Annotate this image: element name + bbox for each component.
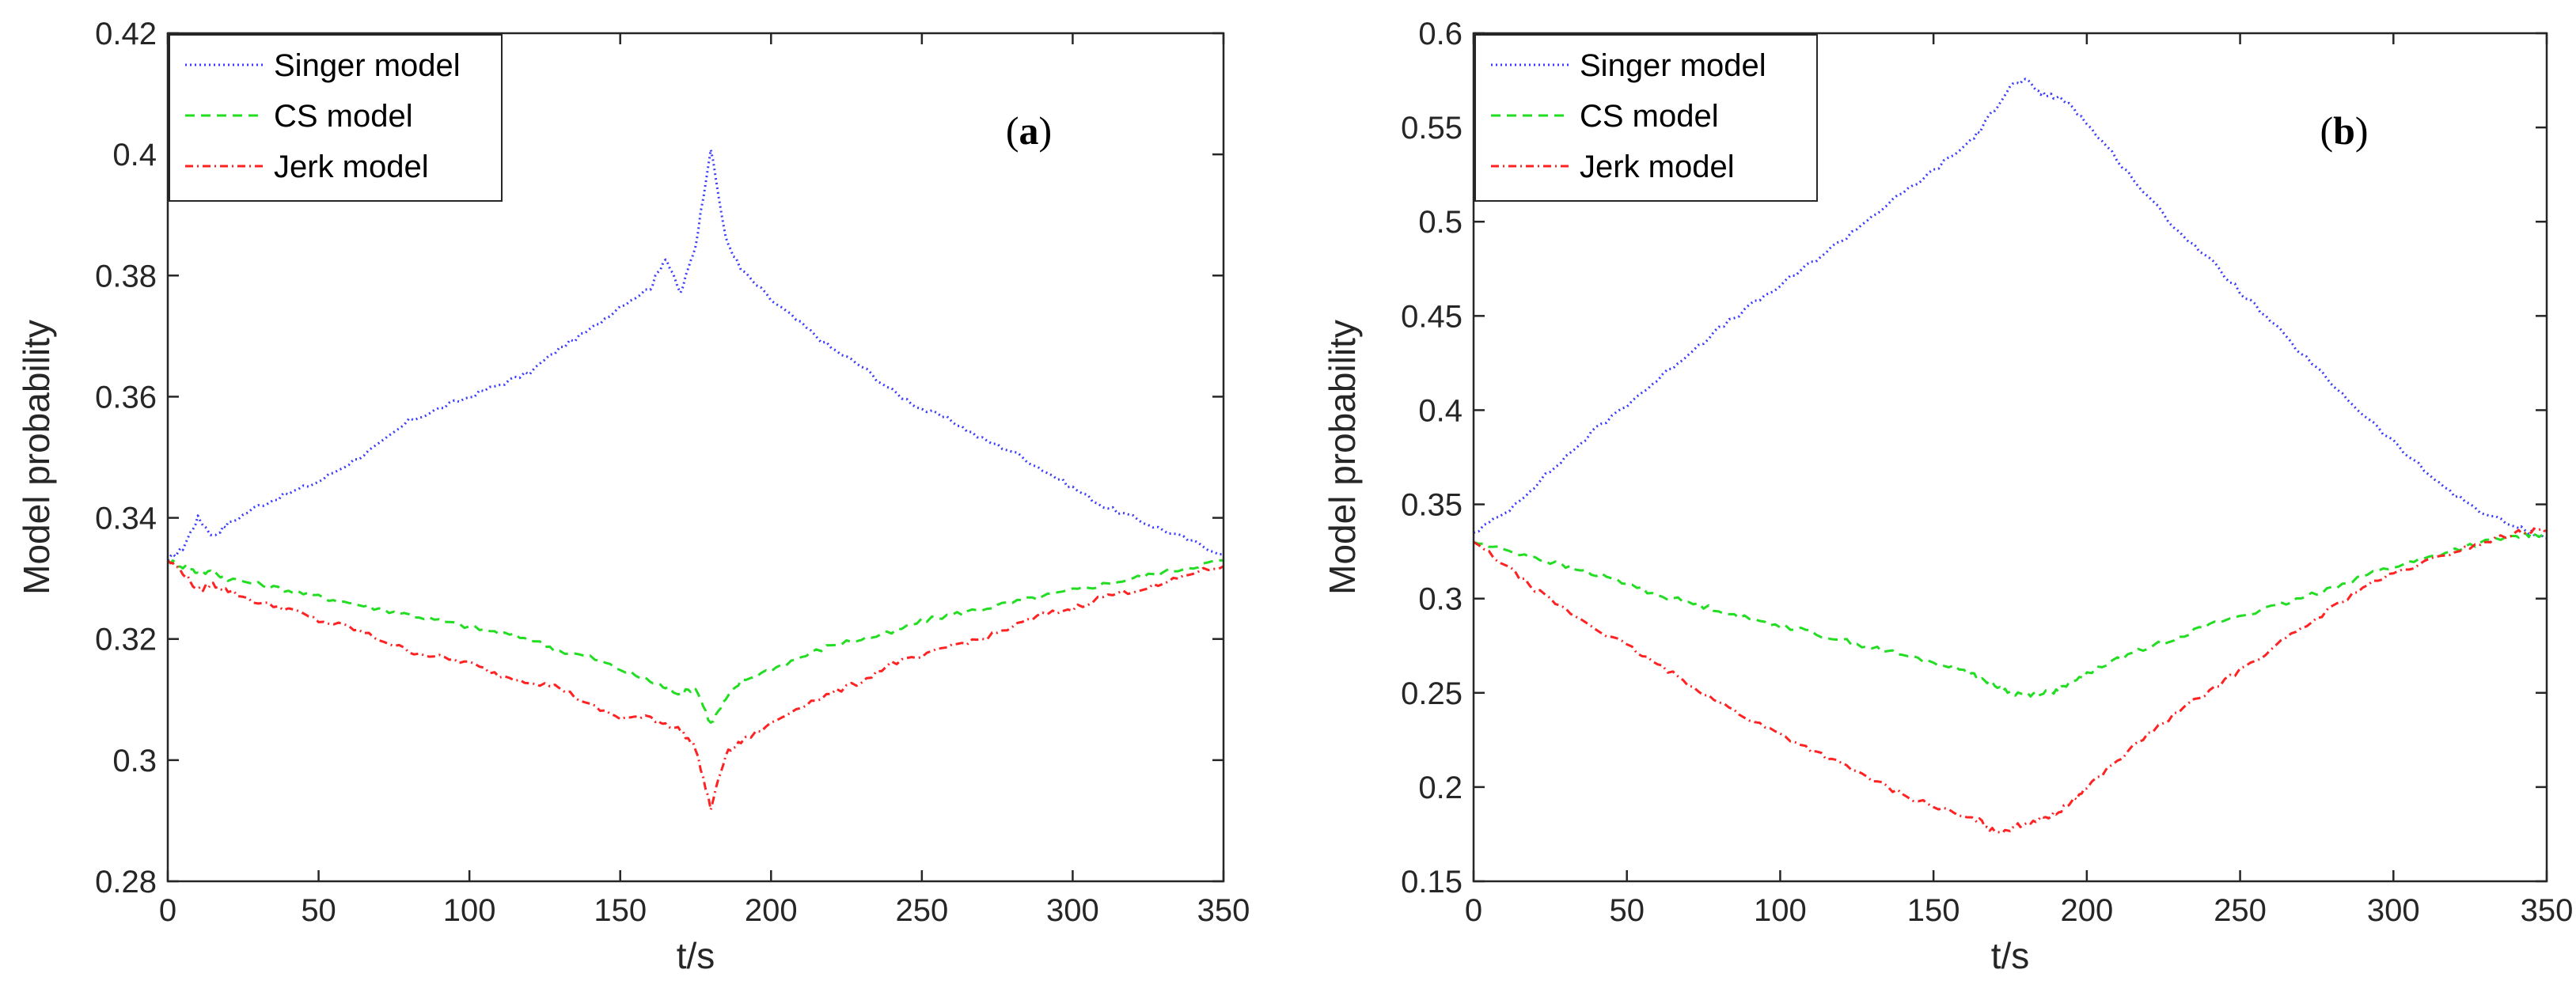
x-tick-label: 300 bbox=[1046, 893, 1099, 928]
y-axis-label-b: Model probability bbox=[1322, 320, 1363, 595]
panel-label-a-close: ) bbox=[1039, 108, 1053, 153]
panel-label-b-close: ) bbox=[2355, 108, 2369, 153]
panel-label-a: (a) bbox=[1006, 108, 1052, 153]
panel-label-b-letter: b bbox=[2333, 108, 2355, 153]
legend-label-jerk-b: Jerk model bbox=[1580, 150, 1735, 184]
legend-b: Singer model CS model Jerk model bbox=[1474, 34, 1818, 202]
x-tick-label: 100 bbox=[443, 893, 496, 928]
y-tick-label: 0.36 bbox=[95, 380, 157, 415]
chart-panel-b: 0 50 100 150 200 250 300 350 0.15 0.2 0.25 0.3 0.35 0… bbox=[1322, 17, 2573, 976]
legend-label-cs-a: CS model bbox=[274, 99, 413, 134]
y-tick-label: 0.5 bbox=[1418, 205, 1463, 240]
y-tick-label: 0.3 bbox=[1418, 582, 1463, 617]
x-tick-label: 200 bbox=[745, 893, 798, 928]
series-layer-b bbox=[1474, 78, 2547, 835]
x-tick-label: 150 bbox=[594, 893, 647, 928]
series-layer-a bbox=[168, 148, 1224, 812]
x-tick-label: 300 bbox=[2367, 893, 2420, 928]
series-line-jerk bbox=[1474, 527, 2547, 835]
y-tick-label: 0.6 bbox=[1418, 17, 1463, 51]
legend-label-cs-b: CS model bbox=[1580, 99, 1719, 134]
legend-box-a bbox=[169, 34, 503, 202]
y-tick-label: 0.32 bbox=[95, 623, 157, 657]
x-tick-label: 50 bbox=[301, 893, 336, 928]
y-axis-label-a: Model probability bbox=[16, 320, 57, 595]
panel-label-a-open: ( bbox=[1006, 108, 1019, 153]
x-tick-label: 50 bbox=[1609, 893, 1645, 928]
x-tick-label: 350 bbox=[2521, 893, 2574, 928]
y-tick-label: 0.28 bbox=[95, 865, 157, 899]
x-tick-label: 250 bbox=[2214, 893, 2267, 928]
y-tick-label: 0.2 bbox=[1418, 771, 1463, 805]
legend-label-singer-a: Singer model bbox=[274, 48, 461, 83]
axes-box-b bbox=[1472, 32, 2548, 883]
x-tick-label: 0 bbox=[1465, 893, 1482, 928]
legend-label-singer-b: Singer model bbox=[1580, 48, 1766, 83]
legend-a: Singer model CS model Jerk model bbox=[169, 34, 503, 202]
panel-label-b-open: ( bbox=[2320, 108, 2333, 153]
ticks-layer-b: 0 50 100 150 200 250 300 350 0.15 0.2 0.25 0.3 0.35 0… bbox=[1401, 17, 2573, 928]
y-tick-label: 0.3 bbox=[112, 744, 157, 778]
x-axis-label-b: t/s bbox=[1991, 935, 2030, 976]
y-tick-label: 0.42 bbox=[95, 17, 157, 51]
y-tick-label: 0.34 bbox=[95, 502, 157, 536]
y-tick-label: 0.38 bbox=[95, 259, 157, 293]
ticks-layer-a: 0 50 100 150 200 250 300 350 0.28 0.3 0.32 0.34 0.36… bbox=[95, 17, 1250, 928]
y-tick-label: 0.35 bbox=[1401, 488, 1463, 523]
y-tick-label: 0.45 bbox=[1401, 299, 1463, 334]
chart-panel-a: 0 50 100 150 200 250 300 350 0.28 0.3 0.32 0.34 0.36… bbox=[16, 17, 1250, 976]
axes-box-a bbox=[166, 32, 1225, 883]
y-tick-label: 0.4 bbox=[112, 138, 157, 172]
x-tick-label: 100 bbox=[1754, 893, 1807, 928]
x-tick-label: 150 bbox=[1907, 893, 1960, 928]
x-tick-label: 350 bbox=[1197, 893, 1250, 928]
x-tick-label: 0 bbox=[159, 893, 176, 928]
panel-label-b: (b) bbox=[2320, 108, 2368, 153]
series-line-cs bbox=[1474, 531, 2547, 698]
x-tick-label: 250 bbox=[895, 893, 948, 928]
y-tick-label: 0.4 bbox=[1418, 393, 1463, 428]
x-tick-label: 200 bbox=[2060, 893, 2113, 928]
series-line-singer bbox=[1474, 78, 2547, 540]
y-tick-label: 0.25 bbox=[1401, 676, 1463, 711]
y-tick-label: 0.15 bbox=[1401, 865, 1463, 899]
x-axis-label-a: t/s bbox=[677, 935, 715, 976]
y-tick-label: 0.55 bbox=[1401, 111, 1463, 146]
legend-label-jerk-a: Jerk model bbox=[274, 150, 429, 184]
series-line-jerk bbox=[168, 559, 1224, 812]
panel-label-a-letter: a bbox=[1019, 108, 1039, 153]
legend-box-b bbox=[1474, 34, 1818, 202]
